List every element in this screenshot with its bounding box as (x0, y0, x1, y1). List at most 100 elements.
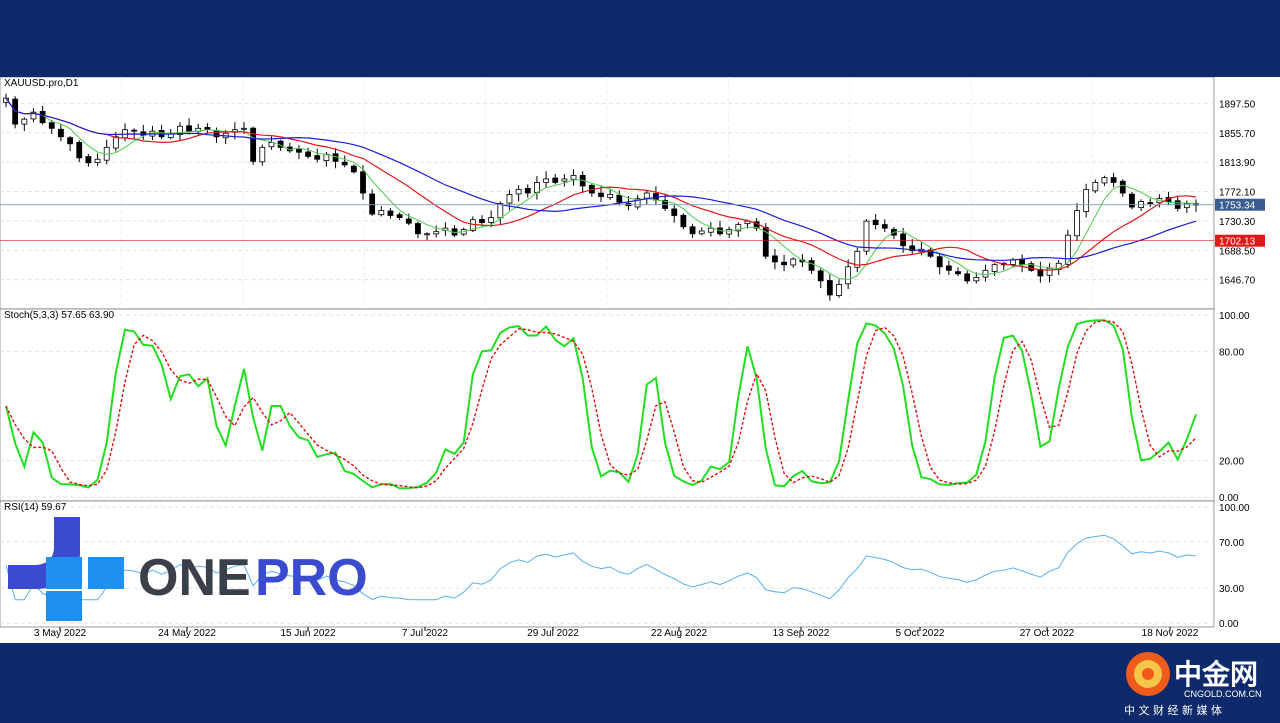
price-tick-label: 1813.90 (1219, 158, 1256, 169)
candle-bear (945, 265, 952, 271)
candle-bear (781, 261, 787, 266)
price-tick-label: 1855.70 (1219, 129, 1256, 140)
stochastic-main-line (5, 319, 1197, 490)
candle-bull (570, 175, 577, 180)
candle-bear (415, 223, 421, 235)
time-tick-label: 18 Nov 2022 (1142, 628, 1199, 639)
candle-bear (479, 219, 485, 223)
onepro-mark-square-2 (88, 557, 124, 589)
candle-bull (30, 111, 37, 120)
time-tick-label: 29 Jul 2022 (527, 628, 579, 639)
candle-bear (48, 122, 55, 129)
cngold-brand: 中金网 (1174, 658, 1258, 691)
candle-bear (250, 127, 257, 162)
current-price-tag (1215, 198, 1265, 211)
candle-bear (369, 193, 376, 215)
price-axis: 1897.50 1855.70 1813.90 1772.10 1730.30 1688.… (1219, 99, 1256, 286)
price-tick-label: 1772.10 (1219, 188, 1256, 199)
onepro-logo-svg: ONE PRO (8, 517, 368, 621)
price-pane: XAUUSD.pro,D1 1897.50 1855.70 1813.90 1772.… (0, 76, 1265, 627)
price-tick-label: 1646.70 (1219, 276, 1256, 287)
candle-bull (94, 158, 101, 164)
candle-bear (955, 271, 961, 275)
candle-bear (936, 256, 943, 268)
candle-bear (552, 177, 559, 183)
candle-bull (112, 136, 119, 149)
candle-bull (534, 182, 540, 193)
rsi-title: RSI(14) 59.67 (4, 502, 67, 513)
stochastic-pane-frame (0, 308, 1215, 502)
candle-bear (1129, 193, 1135, 208)
onepro-mark-square-3 (46, 591, 82, 621)
candle-bull (973, 276, 980, 282)
candle-bear (881, 224, 888, 229)
candle-bear (616, 194, 623, 203)
trading-chart[interactable]: XAUUSD.pro,D1 1897.50 1855.70 1813.90 1772.… (0, 76, 1280, 643)
candle-bear (927, 249, 934, 257)
candle-bear (524, 187, 531, 194)
cngold-logo-core (1142, 668, 1154, 680)
chart-svg: XAUUSD.pro,D1 1897.50 1855.70 1813.90 1772.… (0, 76, 1265, 639)
candle-bull (634, 198, 641, 208)
candle-bull (424, 233, 430, 236)
time-axis: 3 May 2022 24 May 2022 15 Jun 2022 7 Jul 20… (34, 627, 1199, 639)
price-pane-title: XAUUSD.pro,D1 (4, 78, 79, 89)
time-tick-label: 15 Jun 2022 (280, 628, 335, 639)
candle-bull (21, 118, 28, 125)
candle-bull (836, 283, 842, 296)
time-tick-label: 5 Oct 2022 (896, 628, 945, 639)
candle-bull (1046, 267, 1053, 276)
candle-bull (1092, 182, 1099, 192)
candle-bull (378, 210, 385, 216)
stochastic-title: Stoch(5,3,3) 57.65 63.90 (4, 310, 115, 321)
candle-bear (772, 255, 778, 263)
candle-bull (698, 230, 705, 235)
price-tick-label: 1897.50 (1219, 99, 1256, 110)
candle-bear (598, 192, 604, 197)
candle-bear (900, 233, 906, 247)
candle-bear (909, 245, 916, 252)
candle-bull (506, 194, 513, 204)
cngold-watermark: 中金网 CNGOLD.COM.CN 中 文 财 经 新 媒 体 (1118, 648, 1278, 718)
candle-bear (341, 161, 348, 166)
cngold-watermark-svg: 中金网 CNGOLD.COM.CN 中 文 财 经 新 媒 体 (1124, 652, 1262, 717)
rsi-tick-label: 30.00 (1219, 584, 1244, 595)
rsi-tick-label: 100.00 (1219, 503, 1250, 514)
candle-bull (707, 227, 714, 233)
stochastic-tick-label: 20.00 (1219, 457, 1244, 468)
candle-bear (689, 226, 696, 235)
candle-bear (350, 165, 357, 173)
candle-bear (396, 214, 403, 219)
candle-bull (1083, 189, 1090, 212)
price-tick-label: 1730.30 (1219, 217, 1256, 228)
candle-bull (497, 203, 504, 219)
rsi-axis: 100.00 70.00 30.00 0.00 (1219, 503, 1250, 630)
time-tick-label: 3 May 2022 (34, 628, 87, 639)
candle-bull (643, 192, 650, 199)
candle-bull (726, 229, 733, 235)
candle-bear (964, 273, 971, 282)
level-tag (1215, 234, 1265, 247)
time-tick-label: 24 May 2022 (158, 628, 216, 639)
candle-bull (744, 220, 751, 225)
candle-bull (561, 178, 568, 182)
candle-bear (1110, 177, 1117, 183)
onepro-text-pro: PRO (255, 549, 368, 607)
candle-bull (1064, 234, 1071, 265)
candle-bear (76, 142, 83, 159)
candle-bull (1183, 203, 1190, 209)
onepro-text-one: ONE (138, 549, 251, 607)
time-tick-label: 13 Sep 2022 (773, 628, 830, 639)
candle-bull (268, 141, 275, 148)
candle-bear (85, 156, 92, 164)
candle-bear (1147, 202, 1154, 204)
candle-bear (186, 125, 192, 132)
cngold-tagline: 中 文 财 经 新 媒 体 (1124, 703, 1222, 717)
candle-bull (1074, 210, 1080, 237)
candle-bear (1028, 263, 1035, 271)
candle-bull (735, 224, 742, 232)
stochastic-tick-label: 80.00 (1219, 347, 1244, 358)
top-frame-band (0, 0, 1280, 77)
candle-bear (58, 128, 64, 138)
ma-blue-line (5, 97, 1197, 261)
